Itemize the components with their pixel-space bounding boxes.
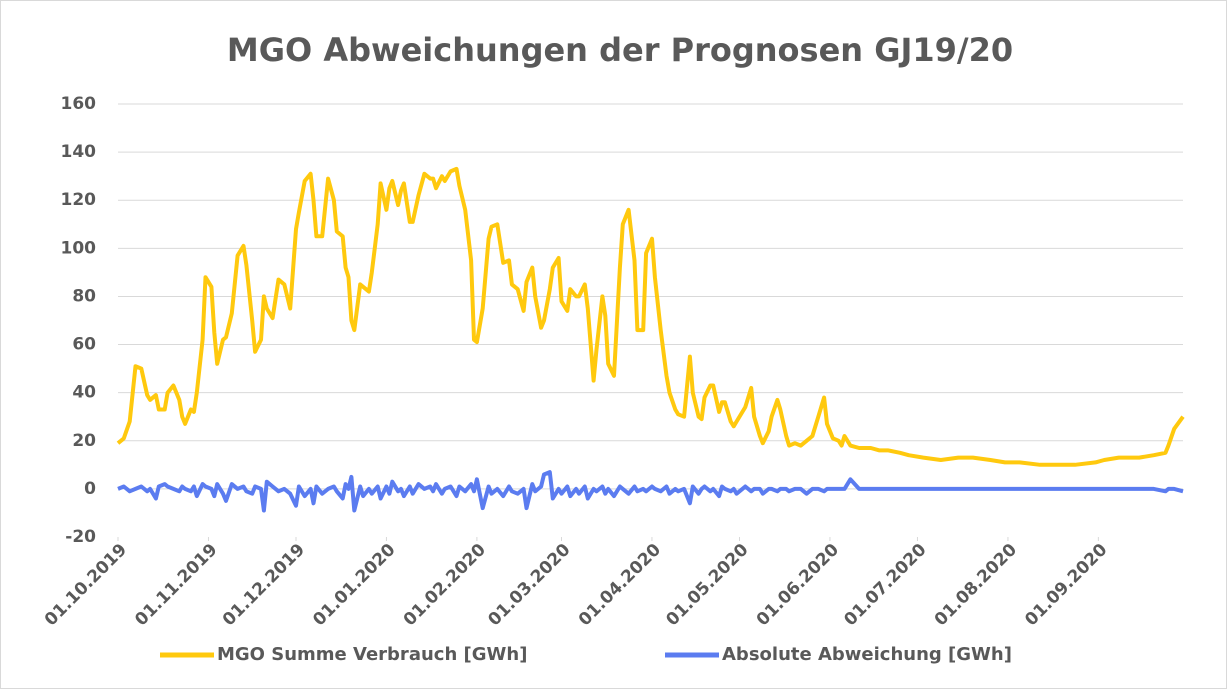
legend-label: MGO Summe Verbrauch [GWh] (217, 644, 527, 665)
y-tick-label: 160 (61, 94, 97, 114)
y-tick-label: 100 (61, 238, 97, 258)
y-tick-label: 140 (61, 142, 97, 162)
y-tick-label: 40 (72, 383, 96, 403)
series-line (117, 470, 1184, 513)
y-tick-label: 80 (72, 286, 96, 306)
y-tick-label: -20 (65, 527, 96, 547)
y-tick-label: 20 (72, 431, 96, 451)
y-tick-label: 0 (84, 479, 96, 499)
y-tick-label: 60 (72, 335, 96, 355)
legend-label: Absolute Abweichung [GWh] (722, 644, 1012, 665)
chart-title: MGO Abweichungen der Prognosen GJ19/20 (227, 31, 1013, 69)
series-line (116, 166, 1185, 467)
y-tick-label: 120 (61, 190, 97, 210)
